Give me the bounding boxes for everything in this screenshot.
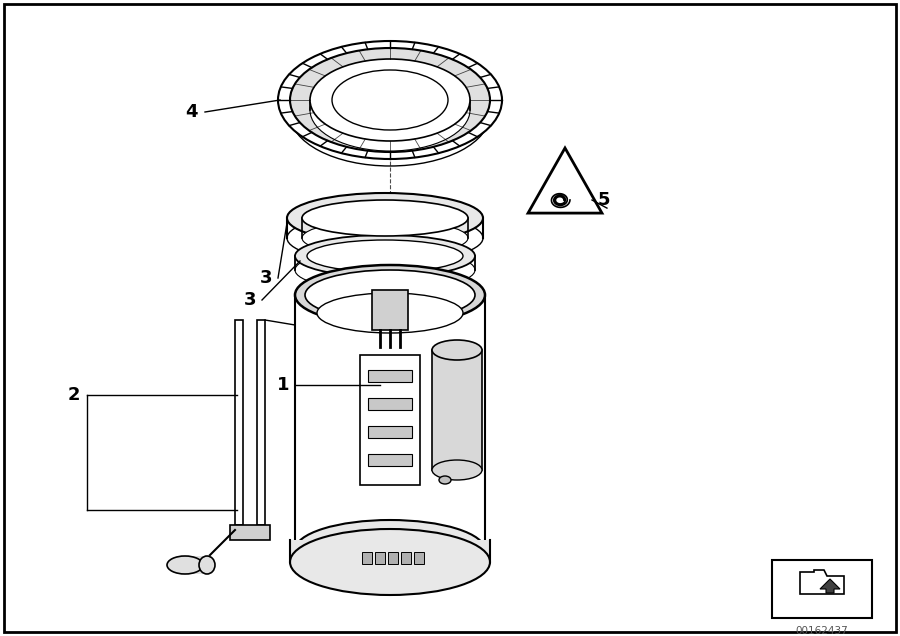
- Ellipse shape: [439, 476, 451, 484]
- Bar: [290, 540, 490, 560]
- Ellipse shape: [287, 193, 483, 243]
- Bar: [362, 552, 372, 564]
- Bar: [388, 552, 398, 564]
- Bar: [230, 525, 270, 540]
- Ellipse shape: [290, 48, 490, 152]
- Bar: [295, 295, 485, 550]
- Ellipse shape: [278, 41, 502, 159]
- Bar: [401, 552, 411, 564]
- Bar: [368, 454, 412, 466]
- Ellipse shape: [199, 556, 215, 574]
- Ellipse shape: [307, 240, 463, 272]
- Bar: [368, 398, 412, 410]
- Ellipse shape: [317, 293, 463, 333]
- Ellipse shape: [167, 556, 203, 574]
- Bar: [772, 560, 872, 618]
- Bar: [368, 426, 412, 438]
- Ellipse shape: [432, 460, 482, 480]
- Text: 00162437: 00162437: [796, 626, 849, 636]
- Text: ⚡: ⚡: [559, 186, 571, 204]
- Text: 3: 3: [244, 291, 256, 309]
- Ellipse shape: [302, 220, 468, 256]
- Ellipse shape: [302, 200, 468, 236]
- Ellipse shape: [295, 249, 475, 291]
- Ellipse shape: [332, 70, 448, 130]
- Bar: [372, 290, 408, 330]
- Ellipse shape: [287, 213, 483, 263]
- Text: 4: 4: [185, 103, 198, 121]
- Text: 1: 1: [276, 376, 289, 394]
- Text: 2: 2: [68, 386, 80, 404]
- Bar: [235, 320, 243, 525]
- Ellipse shape: [290, 62, 490, 166]
- Text: 3: 3: [259, 269, 272, 287]
- Bar: [432, 350, 482, 470]
- Bar: [375, 552, 385, 564]
- Bar: [360, 355, 420, 485]
- Ellipse shape: [310, 59, 470, 141]
- Bar: [185, 556, 207, 574]
- Ellipse shape: [290, 529, 490, 595]
- Bar: [414, 552, 424, 564]
- Polygon shape: [800, 570, 844, 594]
- Ellipse shape: [310, 69, 470, 151]
- Ellipse shape: [305, 270, 475, 320]
- Ellipse shape: [295, 520, 485, 580]
- Polygon shape: [528, 148, 602, 213]
- Bar: [257, 320, 265, 525]
- Ellipse shape: [295, 235, 475, 277]
- Ellipse shape: [432, 340, 482, 360]
- Text: 5: 5: [598, 191, 610, 209]
- Polygon shape: [820, 579, 840, 593]
- Ellipse shape: [295, 265, 485, 325]
- Bar: [368, 370, 412, 382]
